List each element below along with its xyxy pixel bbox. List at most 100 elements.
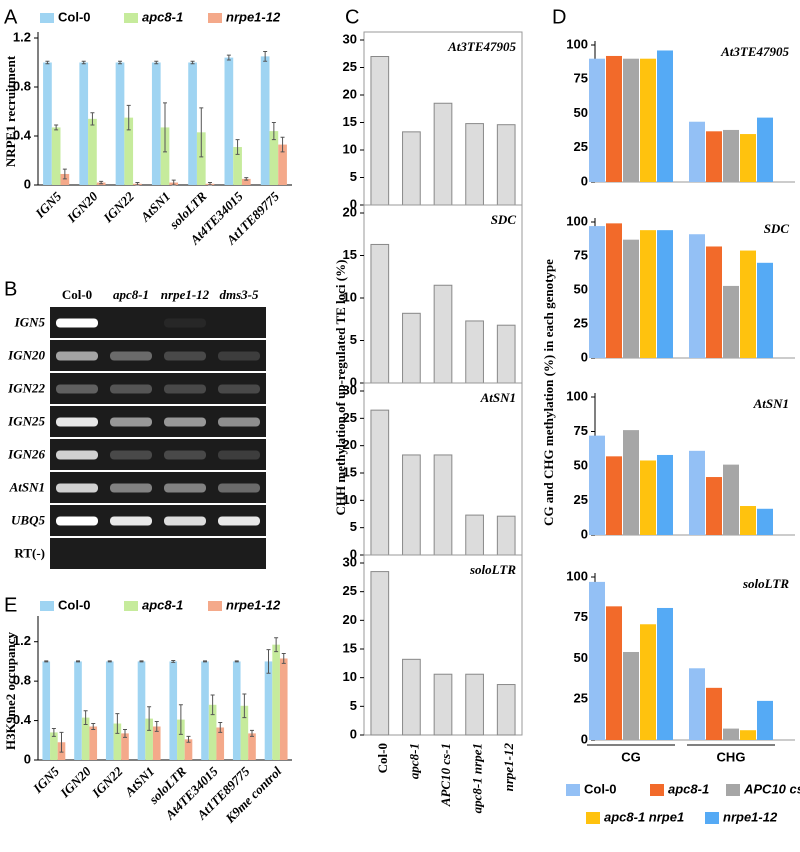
bar — [757, 262, 773, 358]
bar — [79, 62, 89, 185]
y-tick-label: 20 — [343, 437, 357, 452]
lane-label: dms3-5 — [220, 287, 260, 302]
gel-band — [164, 483, 206, 493]
error-bar — [62, 168, 67, 180]
bar — [640, 58, 656, 183]
bar — [606, 55, 622, 182]
error-bar — [90, 112, 95, 126]
bar — [241, 178, 251, 185]
y-tick-label: 75 — [574, 423, 588, 438]
bar — [589, 435, 605, 535]
x-tick-label: IGN5 — [32, 188, 65, 221]
error-bar — [122, 728, 127, 738]
error-bar — [115, 713, 120, 734]
legend-label: apc8-1 — [668, 781, 709, 796]
lane-label: Col-0 — [62, 287, 92, 302]
row-label: RT(-) — [14, 545, 45, 560]
x-tick-label: Col-0 — [375, 743, 390, 773]
bar — [124, 117, 134, 185]
bar — [740, 134, 756, 182]
y-tick-label: 5 — [350, 332, 357, 347]
bar — [74, 661, 82, 760]
panel-title: SDC — [491, 212, 517, 227]
bar — [232, 661, 241, 760]
error-bar — [135, 182, 140, 186]
gel-band — [110, 516, 152, 526]
legend-swatch — [586, 812, 600, 824]
error-bar — [266, 649, 271, 674]
bar — [606, 223, 622, 358]
bar — [689, 234, 705, 358]
bar — [60, 173, 70, 185]
bar — [623, 58, 639, 183]
error-bar — [210, 694, 215, 716]
error-bar — [59, 731, 64, 753]
gel-band — [218, 417, 260, 427]
bar — [402, 658, 421, 736]
y-tick-label: 15 — [343, 114, 357, 129]
gel-band — [164, 450, 206, 460]
lane-label: nrpe1-12 — [161, 287, 210, 302]
y-tick-label: 0 — [24, 751, 31, 766]
gel-band — [218, 516, 260, 526]
y-tick-label: 20 — [343, 86, 357, 101]
bar — [152, 726, 161, 760]
bar — [42, 661, 51, 760]
bar — [177, 719, 185, 760]
error-bar — [76, 660, 81, 663]
bar — [370, 56, 390, 206]
bar — [184, 739, 193, 760]
x-tick-label: APC10 cs-1 — [438, 743, 453, 807]
y-tick-label: 20 — [343, 612, 357, 627]
bar — [233, 147, 242, 185]
bar — [121, 733, 129, 760]
legend-label: Col-0 — [584, 781, 617, 796]
error-bar — [249, 729, 254, 737]
legend-swatch — [208, 13, 222, 23]
bar — [269, 131, 279, 185]
bar — [81, 717, 90, 760]
y-tick-label: 25 — [343, 59, 357, 74]
y-tick-label: 0 — [581, 349, 588, 364]
error-bar — [147, 706, 152, 731]
y-tick-label: 0 — [581, 526, 588, 541]
bar — [105, 661, 114, 760]
row-label: IGN25 — [7, 413, 45, 428]
bar — [757, 700, 773, 740]
y-tick-label: 50 — [574, 457, 588, 472]
bar — [370, 409, 390, 556]
gel-band — [56, 351, 98, 361]
y-tick-label: 5 — [350, 698, 357, 713]
y-tick-label: 0.4 — [13, 712, 32, 727]
legend-label: Col-0 — [58, 597, 91, 612]
gel-band — [56, 417, 98, 427]
bar — [465, 673, 484, 736]
row-label: UBQ5 — [11, 512, 45, 527]
x-tick-label: apc8-1 — [406, 743, 421, 779]
panel-title: SDC — [764, 221, 790, 236]
bar — [640, 624, 656, 740]
error-bar — [83, 710, 88, 726]
bar — [706, 246, 722, 358]
y-tick-label: 50 — [574, 650, 588, 665]
bar — [43, 62, 52, 185]
error-bar — [44, 660, 49, 663]
bar — [433, 673, 453, 736]
x-tick-label: IGN20 — [63, 188, 101, 226]
gel-band — [218, 351, 260, 361]
bar — [723, 728, 739, 740]
bar — [706, 131, 722, 182]
row-label: AtSN1 — [9, 479, 45, 494]
gel-band — [56, 483, 98, 493]
legend-swatch — [726, 784, 740, 796]
legend-swatch — [566, 784, 580, 796]
row-label: IGN20 — [7, 347, 45, 362]
bar — [657, 230, 673, 358]
y-tick-label: 1.2 — [13, 633, 31, 648]
y-tick-label: 0 — [581, 731, 588, 746]
bar — [196, 132, 206, 185]
bar — [689, 668, 705, 740]
error-bar — [190, 60, 195, 65]
panel-title: At3TE47905 — [447, 39, 516, 54]
legend-label: APC10 cs-1 — [743, 781, 800, 796]
